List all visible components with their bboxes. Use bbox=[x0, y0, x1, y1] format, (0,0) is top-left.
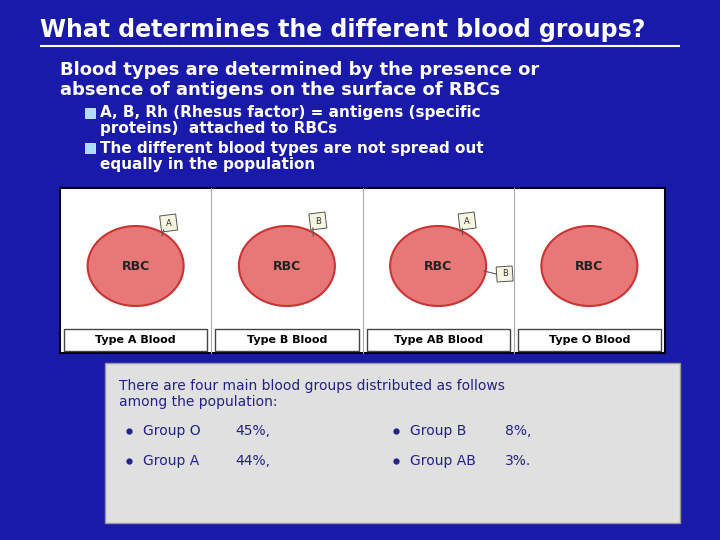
Ellipse shape bbox=[541, 226, 637, 306]
Bar bbox=[85, 143, 95, 153]
Bar bbox=[60, 188, 665, 353]
Text: A: A bbox=[166, 219, 171, 227]
Text: RBC: RBC bbox=[575, 260, 603, 273]
Ellipse shape bbox=[390, 226, 486, 306]
Text: 45%,: 45%, bbox=[235, 424, 270, 438]
Text: Group B: Group B bbox=[410, 424, 467, 438]
Bar bbox=[105, 363, 680, 523]
Text: equally in the population: equally in the population bbox=[100, 157, 315, 172]
Text: RBC: RBC bbox=[122, 260, 150, 273]
Text: What determines the different blood groups?: What determines the different blood grou… bbox=[40, 18, 645, 42]
Polygon shape bbox=[160, 214, 178, 232]
Polygon shape bbox=[496, 266, 513, 282]
Text: B: B bbox=[315, 217, 321, 226]
Bar bbox=[215, 329, 359, 351]
Text: Group AB: Group AB bbox=[410, 454, 476, 468]
Polygon shape bbox=[309, 212, 327, 230]
Text: Group O: Group O bbox=[143, 424, 201, 438]
Polygon shape bbox=[458, 212, 476, 230]
Text: A: A bbox=[464, 217, 470, 226]
Text: RBC: RBC bbox=[424, 260, 452, 273]
Bar bbox=[64, 329, 207, 351]
Text: Blood types are determined by the presence or: Blood types are determined by the presen… bbox=[60, 61, 539, 79]
Text: 8%,: 8%, bbox=[505, 424, 531, 438]
Ellipse shape bbox=[88, 226, 184, 306]
Bar bbox=[85, 108, 95, 118]
Text: B: B bbox=[502, 269, 508, 279]
Text: Type O Blood: Type O Blood bbox=[549, 335, 630, 345]
Text: RBC: RBC bbox=[273, 260, 301, 273]
Text: proteins)  attached to RBCs: proteins) attached to RBCs bbox=[100, 122, 337, 137]
Text: among the population:: among the population: bbox=[119, 395, 277, 409]
Text: There are four main blood groups distributed as follows: There are four main blood groups distrib… bbox=[119, 379, 505, 393]
Text: A, B, Rh (Rhesus factor) = antigens (specific: A, B, Rh (Rhesus factor) = antigens (spe… bbox=[100, 105, 481, 120]
Text: Type B Blood: Type B Blood bbox=[247, 335, 327, 345]
Text: Group A: Group A bbox=[143, 454, 199, 468]
Text: Type A Blood: Type A Blood bbox=[95, 335, 176, 345]
Ellipse shape bbox=[239, 226, 335, 306]
Text: 3%.: 3%. bbox=[505, 454, 531, 468]
Bar bbox=[518, 329, 661, 351]
Bar bbox=[366, 329, 510, 351]
Text: Type AB Blood: Type AB Blood bbox=[394, 335, 482, 345]
Text: absence of antigens on the surface of RBCs: absence of antigens on the surface of RB… bbox=[60, 81, 500, 99]
Text: The different blood types are not spread out: The different blood types are not spread… bbox=[100, 140, 484, 156]
Text: 44%,: 44%, bbox=[235, 454, 270, 468]
